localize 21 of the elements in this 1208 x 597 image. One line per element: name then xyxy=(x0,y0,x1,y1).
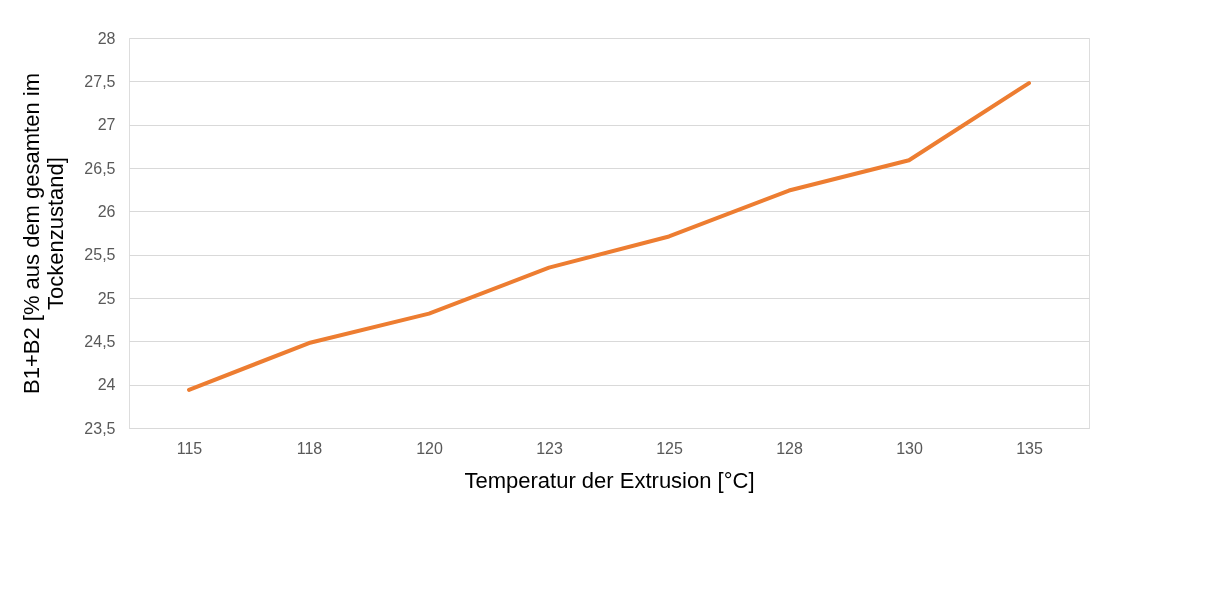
x-tick-label: 123 xyxy=(536,439,563,457)
y-tick-label: 23,5 xyxy=(84,419,116,437)
x-tick-label: 130 xyxy=(896,439,923,457)
x-axis-title: Temperatur der Extrusion [°C] xyxy=(464,467,755,493)
y-tick-label: 25 xyxy=(97,289,116,307)
y-tick-label: 25,5 xyxy=(84,246,116,264)
x-tick-label: 120 xyxy=(416,439,443,457)
y-tick-label: 27 xyxy=(97,116,116,134)
x-tick-label: 128 xyxy=(776,439,803,457)
y-tick-label: 24 xyxy=(97,376,116,394)
y-tick-label: 27,5 xyxy=(84,72,116,90)
x-tick-label: 125 xyxy=(656,439,683,457)
line-series xyxy=(187,81,1031,392)
x-tick-label: 115 xyxy=(176,439,203,457)
x-tick-label: 118 xyxy=(296,439,323,457)
y-tick-label: 28 xyxy=(97,29,116,47)
y-tick-label: 26,5 xyxy=(84,159,116,177)
y-tick-label: 24,5 xyxy=(84,332,116,350)
x-tick-label: 135 xyxy=(1016,439,1043,457)
y-axis-title: B1+B2 [% aus dem gesamten im Tockenzustand] xyxy=(19,73,69,394)
y-tick-label: 26 xyxy=(97,202,116,220)
